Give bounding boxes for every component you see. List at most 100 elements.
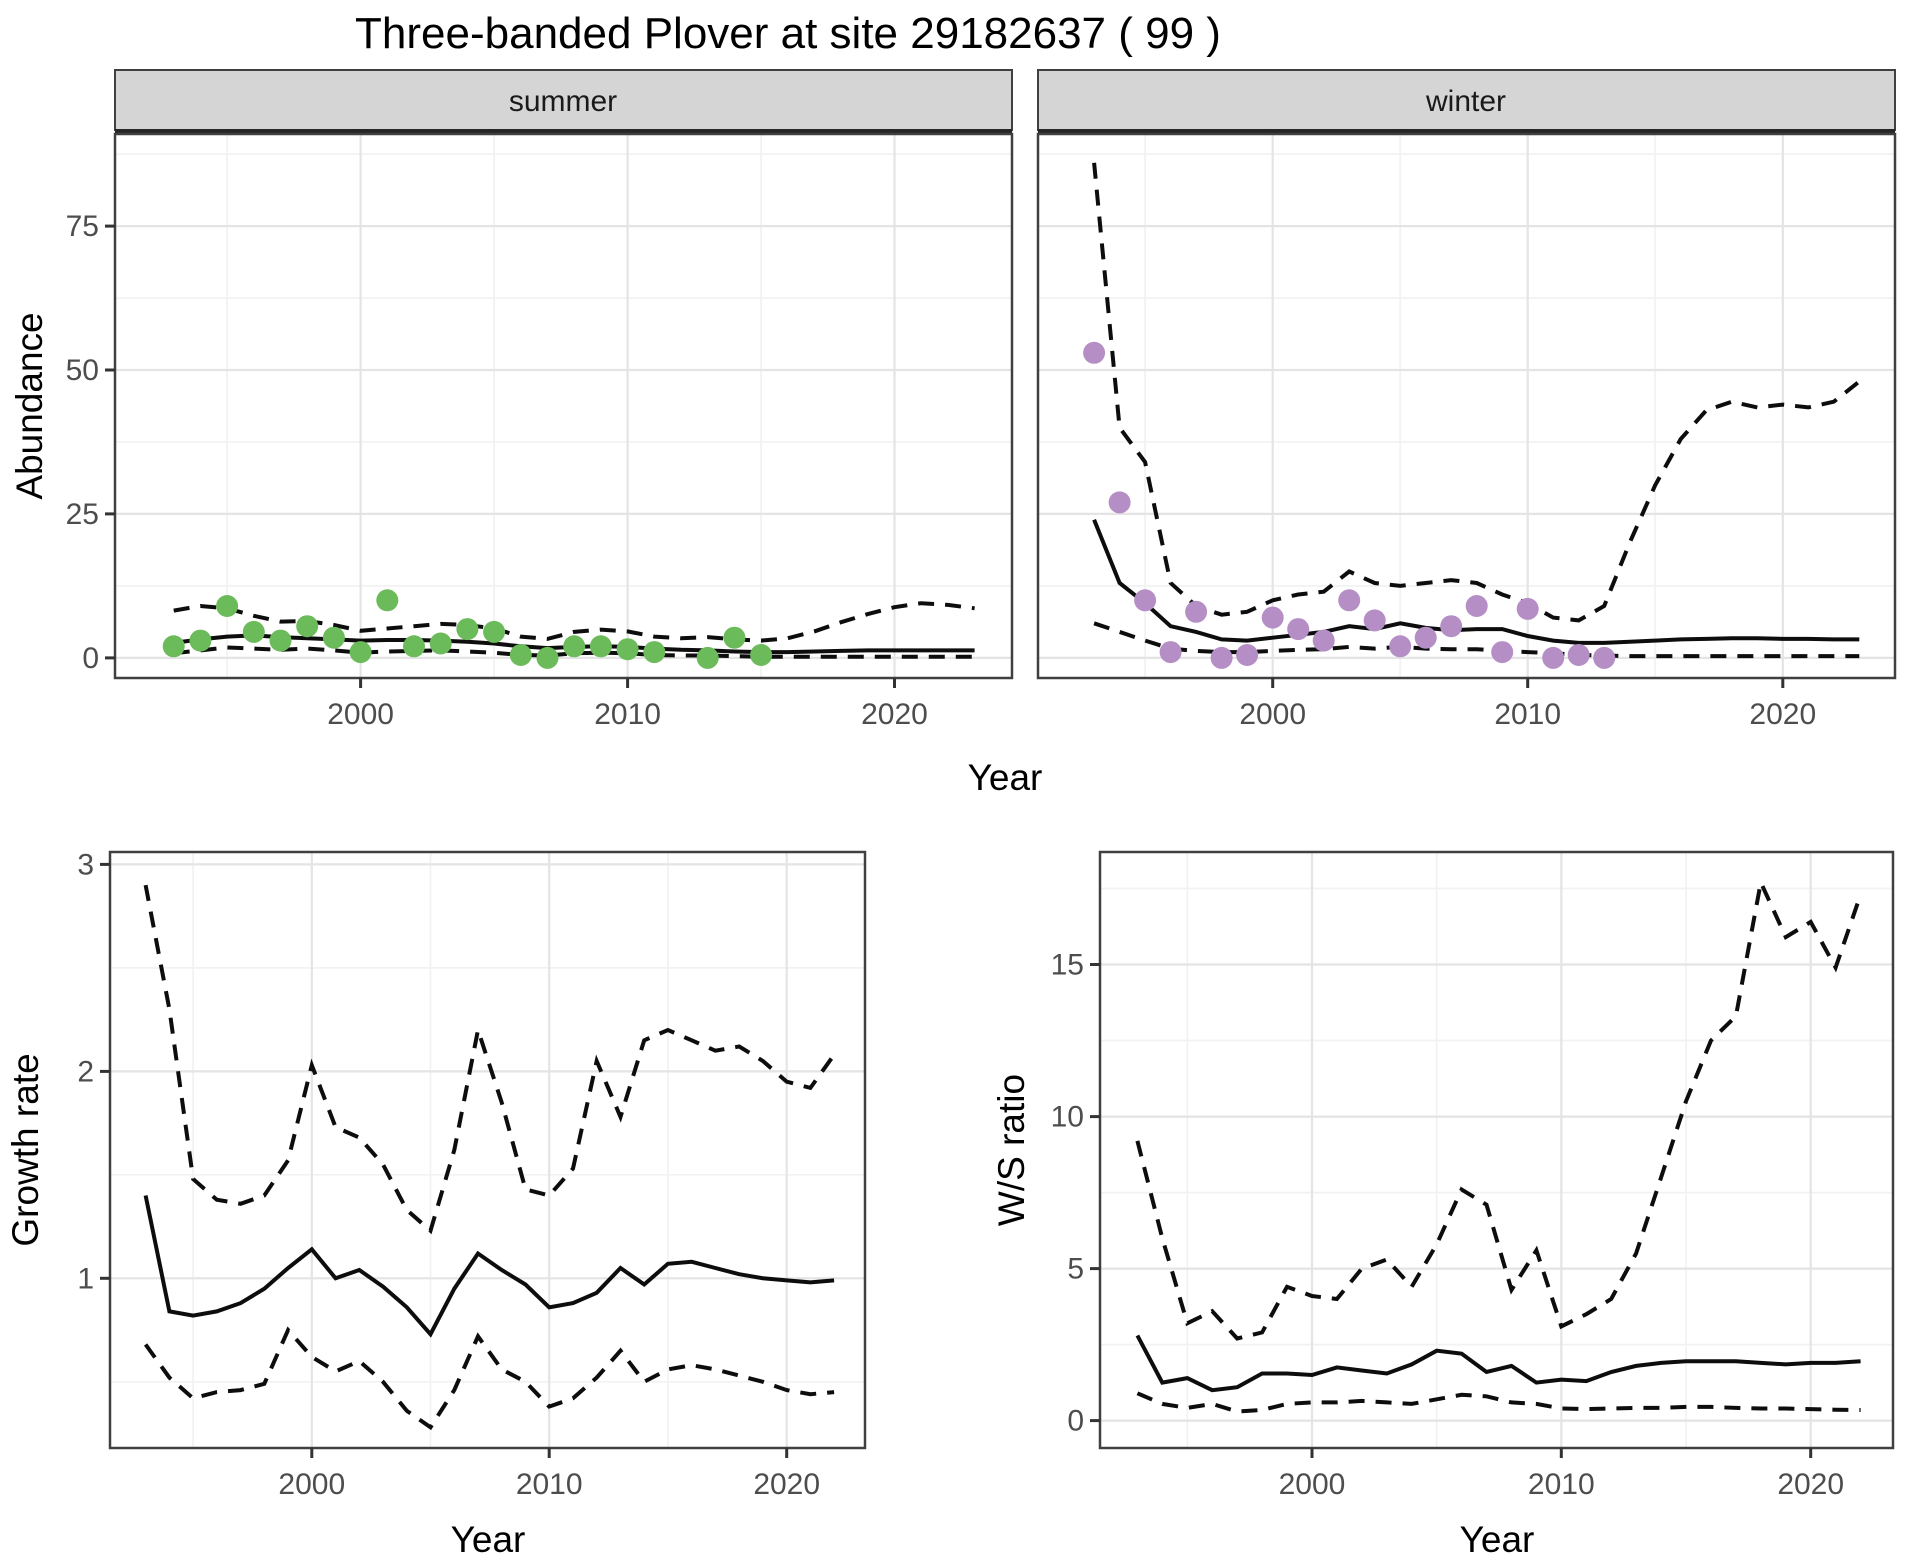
data-point [696, 646, 719, 669]
y-axis-title-abundance: Abundance [9, 312, 50, 499]
facet-strip-winter-label: winter [1425, 85, 1506, 118]
data-point [589, 635, 612, 658]
data-point [1159, 641, 1182, 664]
facet-strip-winter: winter [1037, 69, 1896, 135]
data-point [322, 626, 345, 649]
facet-strip-winter-edge [1038, 129, 1895, 135]
x-tick-label: 2000 [1239, 698, 1306, 731]
data-point [1542, 646, 1565, 669]
data-point [1261, 606, 1284, 629]
facet-strip-winter-bg [1037, 69, 1896, 131]
x-axis-title-year-growth: Year [451, 1519, 526, 1560]
data-point [723, 626, 746, 649]
series-fit [1092, 518, 1860, 645]
series-upper-ci [1135, 875, 1863, 1341]
x-tick-label: 2010 [1528, 1468, 1595, 1501]
panel-border [108, 850, 867, 1450]
data-point [1414, 626, 1437, 649]
series-lower-ci [1093, 621, 1860, 659]
series-fit [143, 1195, 835, 1338]
panel-background [110, 852, 865, 1448]
y-axis-title-growth-rate: Growth rate [5, 1053, 46, 1246]
facet-strip-summer-bg [114, 69, 1013, 131]
data-point [509, 644, 532, 666]
y-tick-label: 10 [1051, 1101, 1084, 1134]
data-point [403, 635, 425, 658]
y-axis-title-ws-ratio: W/S ratio [991, 1074, 1032, 1226]
x-tick-label: 2010 [1494, 698, 1561, 731]
panel-border [1036, 132, 1897, 680]
y-tick-label: 0 [82, 642, 99, 675]
y-tick-label: 25 [66, 498, 99, 531]
series-upper-ci [143, 884, 836, 1235]
panel-border [1098, 850, 1895, 1450]
data-point [1236, 644, 1259, 666]
data-point [216, 595, 239, 617]
series-lower-ci [1136, 1391, 1861, 1414]
data-point [1567, 644, 1590, 666]
data-point [483, 620, 506, 643]
data-point [1440, 615, 1463, 638]
series-lower-ci [143, 1326, 835, 1431]
data-point [456, 618, 479, 641]
series-upper-ci [1092, 162, 1861, 623]
data-point [616, 638, 639, 661]
data-point [1287, 618, 1310, 641]
x-axis-title-year-top: Year [968, 757, 1043, 798]
y-tick-label: 50 [66, 354, 99, 387]
data-point [1185, 600, 1208, 623]
data-point [269, 629, 292, 652]
x-tick-label: 2020 [753, 1468, 820, 1501]
data-point [1108, 491, 1131, 514]
data-point [536, 646, 559, 669]
data-point [1338, 589, 1361, 612]
data-point [162, 635, 185, 658]
data-point [429, 632, 452, 655]
data-point [1593, 646, 1616, 669]
data-point [1516, 597, 1539, 620]
data-point [563, 635, 586, 658]
data-point [1210, 646, 1233, 669]
series-fit [1135, 1334, 1861, 1393]
x-tick-label: 2010 [594, 698, 661, 731]
y-tick-label: 2 [77, 1055, 94, 1088]
x-tick-label: 2000 [327, 698, 394, 731]
data-point [1134, 589, 1157, 612]
data-point [296, 615, 319, 638]
panel-growth-rate: 2000 2010 2020 1 2 3 [77, 848, 867, 1501]
y-tick-label: 5 [1067, 1253, 1084, 1286]
data-point [349, 641, 372, 664]
data-point [242, 620, 265, 643]
data-point [1363, 609, 1386, 632]
x-tick-label: 2020 [1749, 698, 1816, 731]
facet-strip-summer-label: summer [509, 85, 617, 118]
figure-title: Three-banded Plover at site 29182637 ( 9… [355, 9, 1221, 58]
panel-abundance-winter: 2000 2010 2020 [1036, 132, 1897, 731]
data-point [1491, 641, 1514, 664]
panel-background [1100, 852, 1893, 1448]
data-point [1083, 341, 1106, 364]
panel-background [115, 134, 1012, 678]
y-tick-label: 3 [77, 848, 94, 881]
panel-background [1038, 134, 1895, 678]
facet-strip-summer-edge [115, 129, 1012, 135]
x-tick-label: 2020 [1777, 1468, 1844, 1501]
data-point [750, 644, 773, 666]
x-tick-label: 2020 [861, 698, 928, 731]
x-tick-label: 2010 [516, 1468, 583, 1501]
panel-border [113, 132, 1014, 680]
data-point [643, 641, 666, 664]
data-point [376, 589, 399, 612]
facet-strip-summer: summer [114, 69, 1013, 135]
panel-abundance-summer: 2000 2010 2020 0 25 50 75 [66, 132, 1014, 731]
data-point [1312, 629, 1335, 652]
x-tick-label: 2000 [1279, 1468, 1346, 1501]
data-point [189, 629, 212, 652]
y-tick-label: 15 [1051, 949, 1084, 982]
y-tick-label: 1 [77, 1262, 94, 1295]
y-tick-label: 0 [1067, 1405, 1084, 1438]
data-point [1465, 595, 1488, 617]
